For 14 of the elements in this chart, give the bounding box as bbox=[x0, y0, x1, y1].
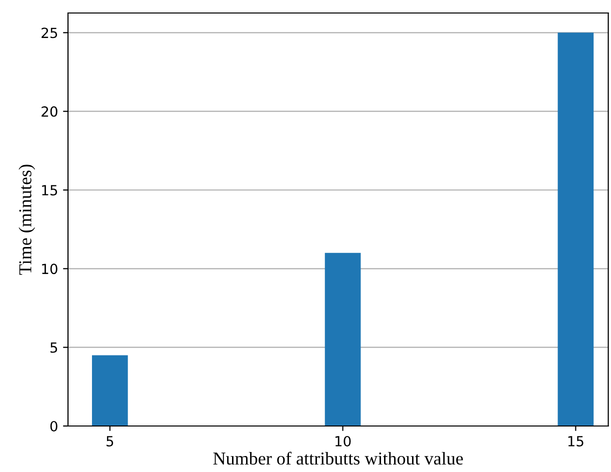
y-tick-label: 25 bbox=[42, 28, 58, 38]
x-tick-label: 15 bbox=[568, 436, 584, 446]
x-tick-label: 10 bbox=[335, 436, 351, 446]
x-axis-title: Number of attributts without value bbox=[213, 452, 463, 465]
bar bbox=[92, 355, 128, 426]
y-tick-label: 15 bbox=[42, 185, 58, 196]
y-tick-label: 5 bbox=[50, 342, 58, 353]
x-tick-label: 5 bbox=[106, 436, 114, 446]
y-tick-label: 20 bbox=[42, 106, 58, 117]
y-axis-title: Time (minutes) bbox=[18, 164, 36, 275]
bar bbox=[558, 32, 594, 426]
bar bbox=[324, 252, 361, 426]
y-tick-label: 10 bbox=[42, 264, 58, 274]
y-tick-label: 0 bbox=[50, 420, 58, 432]
